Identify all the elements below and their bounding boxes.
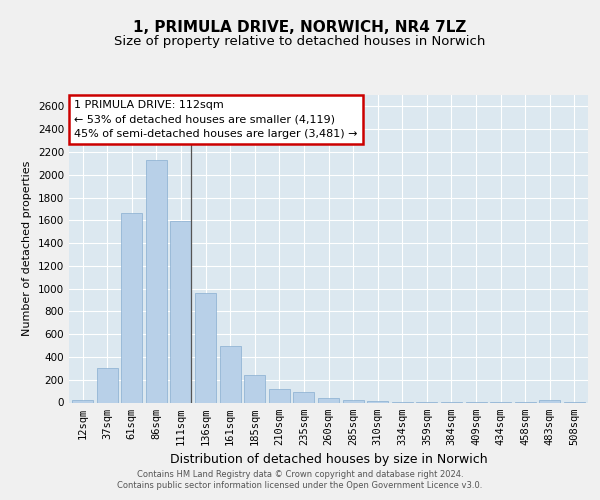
Bar [244,374,265,402]
Text: Contains HM Land Registry data © Crown copyright and database right 2024.: Contains HM Land Registry data © Crown c… [137,470,463,479]
X-axis label: Distribution of detached houses by size in Norwich: Distribution of detached houses by size … [170,453,487,466]
Bar [539,400,560,402]
Bar [121,214,142,402]
Text: 1 PRIMULA DRIVE: 112sqm
← 53% of detached houses are smaller (4,119)
45% of semi: 1 PRIMULA DRIVE: 112sqm ← 53% of detache… [74,100,358,139]
Bar [170,222,191,402]
Text: 1, PRIMULA DRIVE, NORWICH, NR4 7LZ: 1, PRIMULA DRIVE, NORWICH, NR4 7LZ [133,20,467,35]
Bar [195,293,216,403]
Text: Contains public sector information licensed under the Open Government Licence v3: Contains public sector information licen… [118,481,482,490]
Bar [293,392,314,402]
Bar [318,398,339,402]
Bar [72,400,93,402]
Bar [343,400,364,402]
Y-axis label: Number of detached properties: Number of detached properties [22,161,32,336]
Bar [269,389,290,402]
Bar [146,160,167,402]
Bar [97,368,118,402]
Text: Size of property relative to detached houses in Norwich: Size of property relative to detached ho… [115,35,485,48]
Bar [220,346,241,403]
